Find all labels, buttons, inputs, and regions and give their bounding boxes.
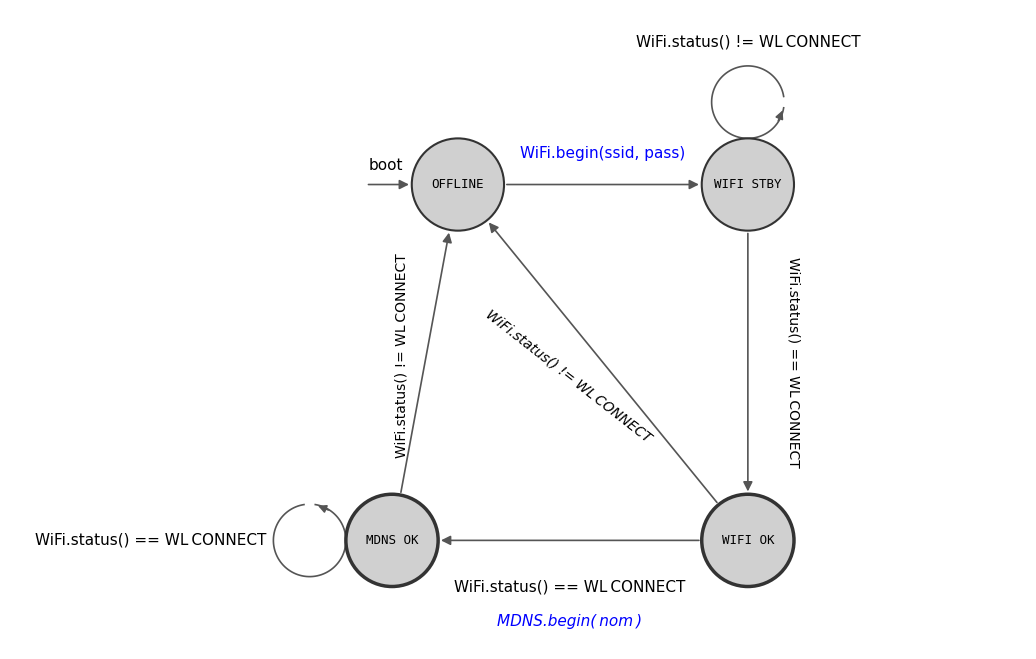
Text: MDNS OK: MDNS OK (366, 534, 419, 547)
Circle shape (346, 494, 438, 587)
Text: WiFi.status() != WL CONNECT: WiFi.status() != WL CONNECT (483, 306, 654, 445)
Text: WiFi.status() != WL CONNECT: WiFi.status() != WL CONNECT (395, 254, 409, 458)
Text: WiFi.status() == WL CONNECT: WiFi.status() == WL CONNECT (454, 579, 686, 594)
Text: WiFi.status() == WL CONNECT: WiFi.status() == WL CONNECT (787, 257, 801, 468)
Circle shape (701, 138, 794, 231)
Text: WiFi.status() == WL CONNECT: WiFi.status() == WL CONNECT (35, 533, 267, 548)
Text: WIFI STBY: WIFI STBY (714, 178, 781, 191)
Circle shape (411, 138, 505, 231)
Text: MDNS.begin( nom ): MDNS.begin( nom ) (497, 614, 642, 629)
Circle shape (701, 494, 794, 587)
Text: WIFI OK: WIFI OK (722, 534, 774, 547)
Text: boot: boot (369, 158, 403, 173)
Text: OFFLINE: OFFLINE (432, 178, 484, 191)
Text: WiFi.begin(ssid, pass): WiFi.begin(ssid, pass) (520, 146, 686, 161)
Text: WiFi.status() != WL CONNECT: WiFi.status() != WL CONNECT (635, 34, 860, 49)
